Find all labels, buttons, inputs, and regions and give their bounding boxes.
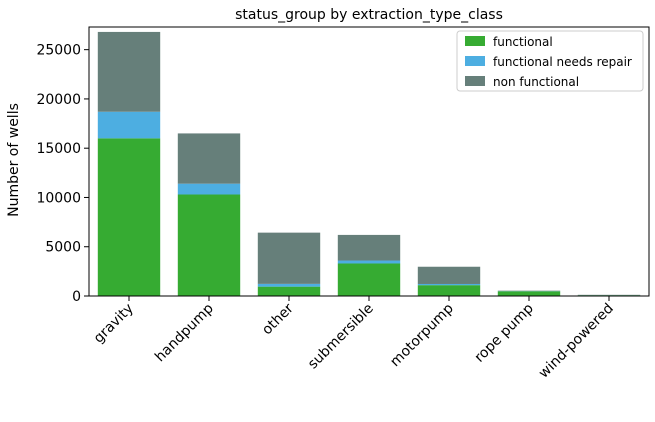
x-tick-label-1: handpump [152, 300, 217, 365]
x-tick-label-3: submersible [305, 301, 377, 373]
legend-swatch-1 [465, 56, 485, 66]
y-tick-label-1: 5000 [45, 240, 81, 256]
bar-0-0 [97, 138, 161, 296]
x-tick-label-4: motorpump [387, 300, 457, 370]
y-tick-label-0: 0 [72, 289, 81, 305]
chart-title: status_group by extraction_type_class [235, 7, 503, 23]
bar-2-3 [337, 234, 401, 261]
legend: functional functional needs repair non fun… [456, 30, 644, 92]
bar-0-5 [497, 291, 561, 296]
bar-1-3 [337, 260, 401, 264]
y-axis-label: Number of wells [6, 103, 22, 217]
x-tick-label-6: wind-powered [536, 301, 617, 382]
bar-1-2 [257, 283, 321, 287]
y-tick-label-5: 25000 [36, 43, 81, 59]
bar-2-1 [177, 133, 241, 184]
x-axis-ticks: gravity handpump other submersible motorpump… [91, 296, 617, 382]
bar-0-1 [177, 194, 241, 296]
x-tick-label-2: other [259, 300, 297, 338]
bar-0-4 [417, 285, 481, 296]
bar-2-0 [97, 31, 161, 112]
legend-box [456, 30, 644, 92]
x-tick-label-5: rope pump [472, 300, 537, 365]
legend-swatch-2 [465, 76, 485, 86]
legend-label-1: functional needs repair [493, 55, 632, 69]
bar-0-3 [337, 263, 401, 296]
bars-group [97, 31, 641, 296]
y-tick-label-4: 20000 [36, 92, 81, 108]
legend-label-2: non functional [493, 75, 579, 89]
y-tick-label-3: 15000 [36, 141, 81, 157]
bar-1-4 [417, 283, 481, 286]
legend-swatch-0 [465, 36, 485, 46]
bar-2-4 [417, 266, 481, 284]
plot-frame [88, 26, 650, 297]
legend-label-0: functional [493, 35, 553, 49]
bar-0-2 [257, 286, 321, 296]
y-tick-label-2: 10000 [36, 190, 81, 206]
x-tick-label-0: gravity [91, 301, 137, 347]
y-axis-ticks: 0 5000 10000 15000 20000 25000 [36, 43, 89, 305]
bar-2-2 [257, 232, 321, 284]
bar-1-0 [97, 111, 161, 139]
bar-1-1 [177, 183, 241, 195]
